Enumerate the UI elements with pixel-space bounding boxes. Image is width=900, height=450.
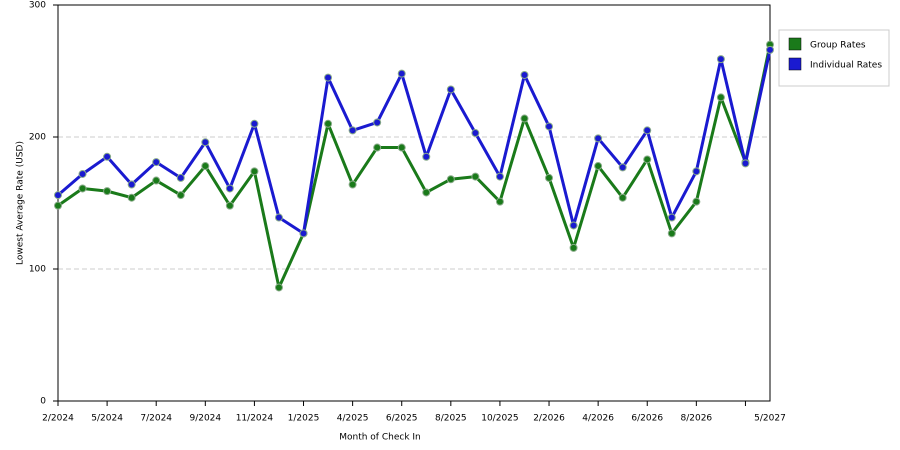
point: [373, 118, 382, 127]
point: [520, 70, 529, 79]
x-tick-label: 7/2024: [140, 414, 172, 424]
legend-swatch: [788, 37, 802, 51]
point: [127, 180, 136, 189]
x-tick-label: 5/2027: [754, 414, 786, 424]
y-axis-label: Lowest Average Rate (USD): [16, 141, 26, 265]
point: [201, 162, 210, 171]
point: [250, 167, 259, 176]
point: [741, 159, 750, 168]
point: [54, 201, 62, 210]
point: [471, 172, 480, 181]
point: [569, 221, 578, 230]
legend-label: Individual Rates: [810, 61, 882, 71]
point: [594, 134, 603, 143]
point: [446, 85, 455, 94]
point: [594, 162, 603, 171]
point: [225, 184, 234, 193]
point: [78, 184, 87, 193]
point: [225, 201, 234, 210]
point: [152, 158, 161, 167]
point: [299, 229, 308, 238]
point: [716, 93, 725, 102]
series-line: [57, 44, 772, 289]
x-tick-label: 2/2026: [533, 414, 565, 424]
x-tick-label: 8/2026: [681, 414, 713, 424]
y-tick-label: 100: [29, 265, 46, 275]
y-tick-label: 300: [29, 1, 46, 11]
x-tick-label: 6/2025: [386, 414, 418, 424]
x-tick-label: 5/2024: [91, 414, 123, 424]
point: [324, 73, 333, 82]
point: [103, 187, 112, 196]
point: [545, 173, 554, 182]
y-tick-label: 0: [40, 397, 46, 407]
x-axis-label: Month of Check In: [339, 433, 421, 443]
point: [176, 173, 185, 182]
point: [692, 167, 701, 176]
point: [667, 229, 676, 238]
point: [643, 126, 652, 135]
x-tick-label: 9/2024: [189, 414, 221, 424]
point: [103, 152, 112, 161]
point: [495, 172, 504, 181]
point: [643, 155, 652, 164]
series-line: [57, 49, 772, 235]
legend-swatch: [788, 57, 802, 71]
point: [618, 163, 627, 172]
point: [471, 129, 480, 138]
point: [250, 119, 259, 128]
legend-label: Group Rates: [810, 41, 866, 51]
point: [545, 122, 554, 131]
point: [397, 143, 406, 152]
point: [495, 197, 504, 206]
point: [201, 138, 210, 147]
point: [176, 191, 185, 200]
point: [373, 143, 382, 152]
point: [569, 243, 578, 252]
y-tick-label: 200: [29, 133, 46, 143]
point: [766, 45, 774, 54]
point: [520, 114, 529, 123]
x-tick-label: 2/2024: [42, 414, 74, 424]
point: [422, 152, 431, 161]
point: [274, 213, 283, 222]
point: [274, 283, 283, 292]
point: [446, 175, 455, 184]
x-tick-label: 6/2026: [631, 414, 663, 424]
point: [78, 169, 87, 178]
point: [152, 176, 161, 185]
point: [127, 193, 136, 202]
x-tick-label: 10/2025: [481, 414, 518, 424]
point: [348, 126, 357, 135]
point: [618, 193, 627, 202]
point: [692, 197, 701, 206]
point: [397, 69, 406, 78]
point: [324, 119, 333, 128]
x-tick-label: 4/2025: [337, 414, 369, 424]
point: [54, 191, 62, 200]
x-tick-label: 1/2025: [288, 414, 320, 424]
x-tick-label: 8/2025: [435, 414, 467, 424]
point: [716, 55, 725, 64]
point: [348, 180, 357, 189]
point: [667, 213, 676, 222]
point: [422, 188, 431, 197]
x-tick-label: 11/2024: [236, 414, 274, 424]
x-tick-label: 4/2026: [582, 414, 614, 424]
